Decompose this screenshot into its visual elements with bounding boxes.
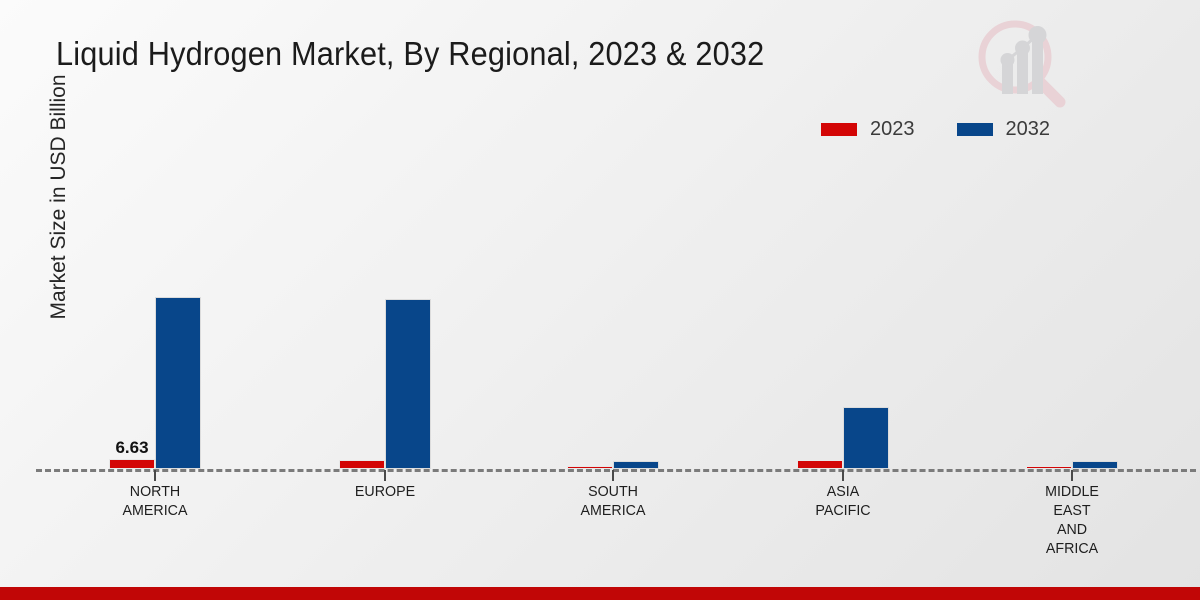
- bar-2032-europe[interactable]: [385, 299, 431, 469]
- category-label-asia-pacific: ASIA PACIFIC: [815, 483, 871, 519]
- chart-legend: 2023 2032: [821, 118, 1050, 141]
- legend-label-2032: 2032: [1005, 118, 1051, 140]
- bar-2032-asia-pacific[interactable]: [843, 407, 889, 469]
- category-label-south-america: SOUTH AMERICA: [580, 483, 646, 519]
- bar-2023-north-america[interactable]: [109, 459, 155, 469]
- axis-tick-europe: [384, 470, 386, 481]
- legend-swatch-2023: [821, 123, 857, 136]
- bar-2032-north-america[interactable]: [155, 297, 201, 469]
- legend-item-2023[interactable]: 2023: [821, 118, 915, 141]
- data-label-north-america-2023: 6.63: [115, 438, 149, 457]
- category-label-north-america: NORTH AMERICA: [122, 483, 188, 519]
- axis-tick-middle-east-and-africa: [1071, 470, 1073, 481]
- legend-label-2023: 2023: [870, 118, 915, 140]
- axis-baseline: [36, 469, 1196, 472]
- bar-2032-middle-east-and-africa[interactable]: [1072, 461, 1118, 469]
- axis-tick-asia-pacific: [842, 470, 844, 481]
- axis-tick-north-america: [154, 470, 156, 481]
- bar-2032-south-america[interactable]: [613, 461, 659, 469]
- bar-2023-europe[interactable]: [339, 460, 385, 469]
- legend-item-2032[interactable]: 2032: [956, 118, 1051, 141]
- category-label-europe: EUROPE: [354, 483, 416, 500]
- footer-bar: [0, 587, 1200, 600]
- bar-2023-middle-east-and-africa[interactable]: [1026, 466, 1072, 469]
- page-title: Liquid Hydrogen Market, By Regional, 202…: [56, 35, 765, 72]
- category-label-middle-east-and-africa: MIDDLE EAST AND AFRICA: [1045, 483, 1099, 557]
- bar-2023-south-america[interactable]: [567, 466, 613, 469]
- legend-swatch-2032: [956, 123, 993, 136]
- bar-2023-asia-pacific[interactable]: [797, 460, 843, 469]
- axis-tick-south-america: [612, 470, 614, 481]
